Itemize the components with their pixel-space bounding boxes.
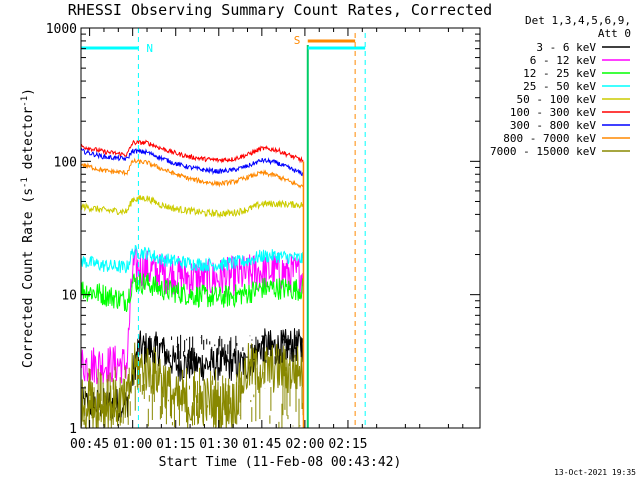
saa-marker-label: S	[294, 34, 301, 47]
plot-frame	[80, 27, 481, 429]
series-line	[80, 139, 304, 164]
marker-layer: NS	[81, 28, 366, 428]
x-tick-label: 02:15	[328, 437, 367, 452]
y-tick-label: 10	[61, 289, 77, 304]
legend-header-line1: Det 1,3,4,5,6,9,	[525, 14, 631, 27]
series-line	[80, 244, 304, 274]
x-tick-label: 01:15	[156, 437, 195, 452]
x-tick-label: 00:45	[70, 437, 109, 452]
series-6to12keV-kev	[80, 248, 304, 385]
black-dense	[137, 334, 304, 365]
series-line	[80, 272, 304, 313]
y-tick-label: 100	[54, 155, 77, 170]
legend-label: 6 - 12 keV	[530, 54, 597, 67]
series-layer	[80, 139, 305, 430]
legend-label: 300 - 800 keV	[510, 119, 596, 132]
series-800to7000keV-kev	[80, 157, 304, 189]
x-tick-label: 02:00	[285, 437, 324, 452]
axis-layer: 00:45 01:00 01:15 01:30 01:45 02:00 02:15 1 10 10…	[46, 22, 480, 452]
x-tick-label: 01:45	[242, 437, 281, 452]
x-tick-label: 01:30	[199, 437, 238, 452]
legend-label: 3 - 6 keV	[536, 41, 596, 54]
legend-label: 800 - 7000 keV	[503, 132, 596, 145]
series-50to100keV-kev	[80, 195, 304, 219]
legend-label: 7000 - 15000 keV	[490, 145, 596, 158]
x-tick-label: 01:00	[113, 437, 152, 452]
legend-label: 50 - 100 keV	[517, 93, 597, 106]
olive-dense	[80, 366, 304, 428]
timestamp: 13-Oct-2021 19:35	[554, 468, 636, 477]
series-line	[80, 157, 304, 189]
legend-label: 100 - 300 keV	[510, 106, 596, 119]
series-300to800keV-kev	[80, 147, 304, 177]
series-line	[80, 195, 304, 219]
y-axis-label: Corrected Count Rate (s-1 detector-1)	[20, 88, 36, 368]
series-line	[80, 147, 304, 177]
legend-label: 12 - 25 keV	[523, 67, 596, 80]
chart-title: RHESSI Observing Summary Count Rates, Co…	[68, 1, 492, 19]
night-marker-label: N	[146, 42, 153, 55]
y-tick-label: 1000	[46, 22, 77, 37]
series-12to25keV-kev	[80, 272, 304, 313]
series-100to300keV-kev	[80, 139, 304, 164]
legend-label: 25 - 50 keV	[523, 80, 596, 93]
legend-header-line2: Att 0	[598, 27, 631, 40]
y-tick-label: 1	[69, 422, 77, 437]
series-line	[80, 248, 304, 385]
series-25to50keV-kev	[80, 244, 304, 274]
x-axis-label: Start Time (11-Feb-08 00:43:42)	[159, 455, 402, 470]
